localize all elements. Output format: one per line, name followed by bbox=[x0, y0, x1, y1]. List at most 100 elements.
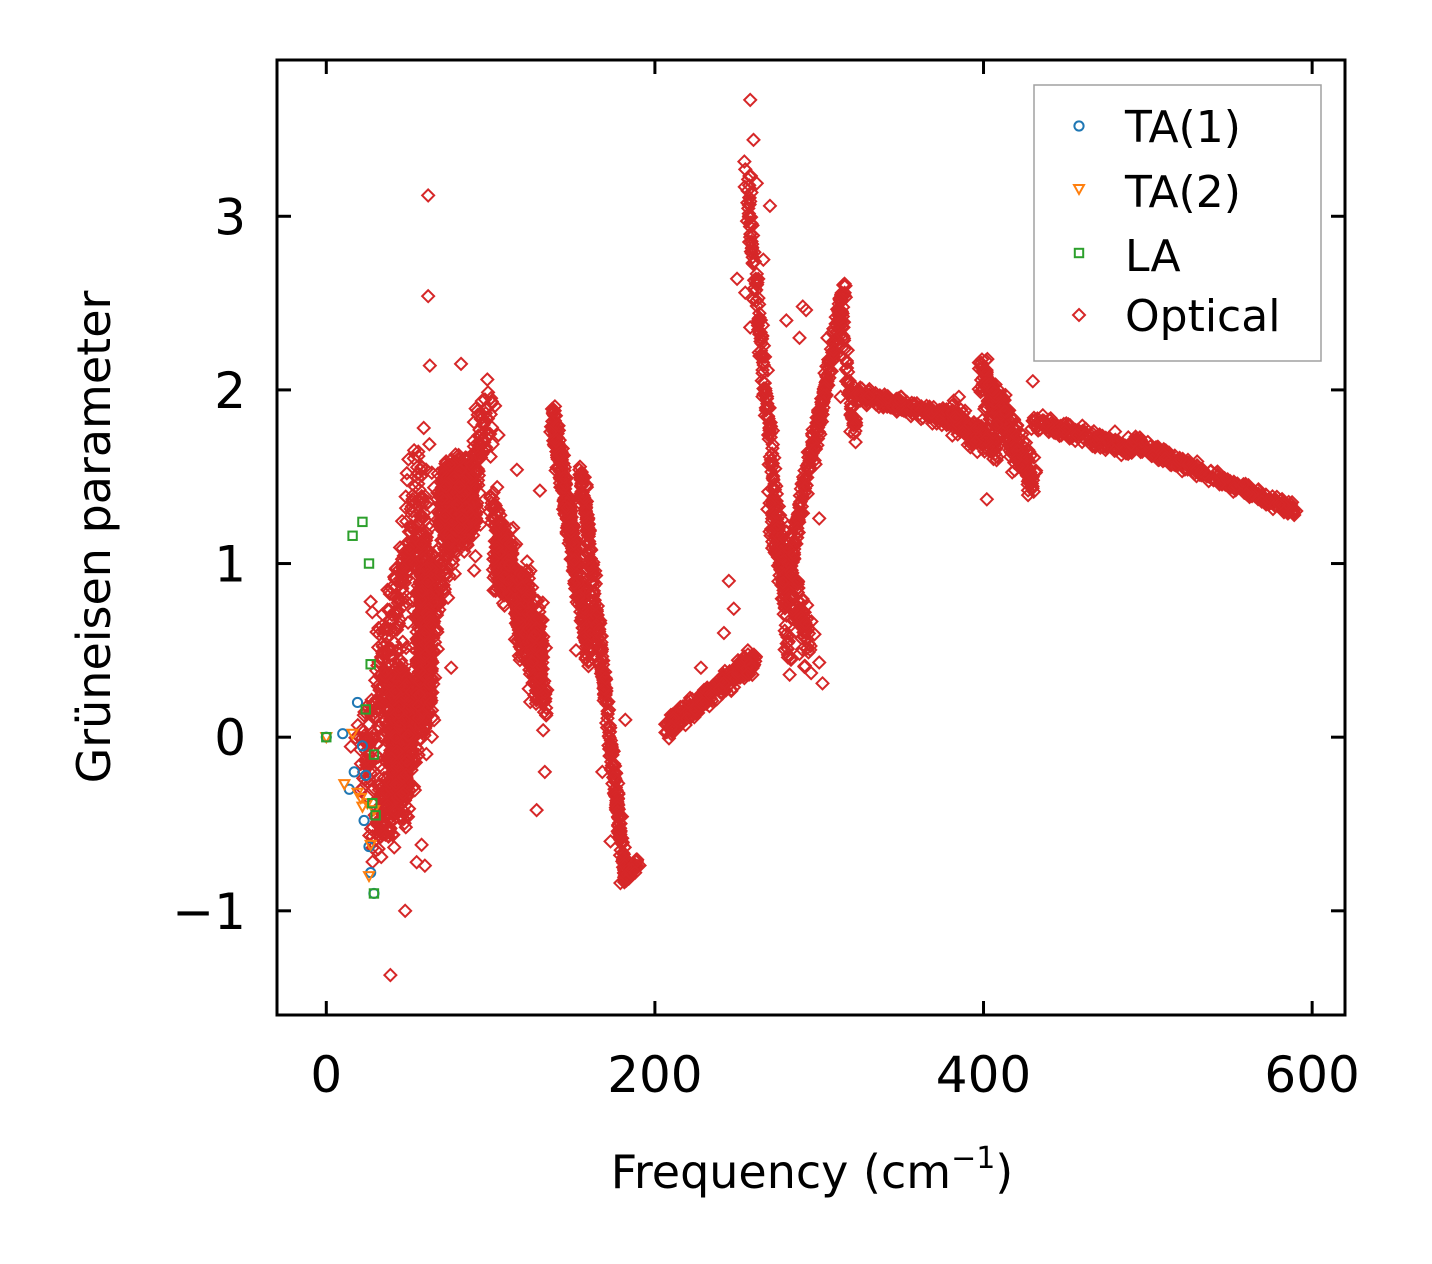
optical-point bbox=[795, 505, 811, 521]
optical-point bbox=[773, 544, 789, 560]
optical-point bbox=[611, 825, 626, 841]
optical-point bbox=[832, 292, 848, 308]
optical-point bbox=[702, 698, 717, 714]
optical-point bbox=[742, 193, 758, 209]
optical-point bbox=[749, 275, 765, 290]
optical-point bbox=[588, 608, 604, 623]
optical-point bbox=[1024, 421, 1039, 437]
optical-point bbox=[818, 380, 834, 396]
optical-point bbox=[807, 626, 822, 642]
optical-point bbox=[600, 710, 615, 726]
optical-point bbox=[1226, 480, 1242, 496]
optical-point bbox=[581, 653, 597, 668]
optical-point bbox=[790, 593, 806, 609]
optical-point bbox=[744, 240, 760, 255]
optical-point bbox=[414, 583, 430, 599]
optical-point bbox=[976, 401, 992, 417]
optical-point bbox=[388, 729, 404, 745]
optical-point bbox=[986, 451, 1001, 467]
optical-point bbox=[1276, 497, 1292, 513]
optical-point bbox=[473, 411, 489, 427]
optical-point bbox=[410, 444, 426, 460]
optical-point bbox=[387, 571, 403, 587]
optical-point bbox=[483, 515, 499, 531]
optical-point bbox=[411, 564, 427, 580]
optical-point bbox=[391, 615, 407, 631]
optical-point bbox=[765, 437, 781, 452]
optical-point bbox=[343, 739, 359, 755]
optical-point bbox=[736, 154, 752, 169]
optical-point bbox=[711, 681, 727, 697]
optical-point bbox=[758, 400, 774, 416]
optical-point bbox=[836, 314, 852, 330]
optical-point bbox=[412, 673, 428, 689]
optical-point bbox=[1006, 412, 1022, 428]
optical-point bbox=[1041, 417, 1056, 433]
optical-point bbox=[789, 525, 805, 541]
optical-point bbox=[605, 770, 621, 785]
optical-point bbox=[760, 400, 776, 415]
optical-point bbox=[381, 583, 397, 599]
optical-point bbox=[581, 555, 597, 571]
optical-point bbox=[819, 358, 834, 374]
optical-point bbox=[414, 488, 430, 504]
optical-point bbox=[420, 573, 436, 589]
optical-point bbox=[413, 731, 429, 747]
optical-point bbox=[996, 398, 1012, 414]
optical-point bbox=[969, 428, 984, 444]
optical-point bbox=[968, 421, 984, 436]
optical-point bbox=[612, 847, 628, 863]
optical-point bbox=[401, 801, 417, 817]
optical-point bbox=[567, 552, 583, 568]
optical-point bbox=[447, 566, 463, 582]
optical-point bbox=[482, 490, 498, 506]
optical-point bbox=[946, 420, 962, 436]
optical-point bbox=[1208, 465, 1224, 481]
optical-point bbox=[848, 434, 863, 450]
optical-point bbox=[386, 839, 402, 855]
optical-point bbox=[394, 570, 410, 586]
optical-point bbox=[437, 581, 453, 597]
optical-point bbox=[1026, 410, 1042, 426]
optical-point bbox=[803, 443, 819, 458]
optical-point bbox=[573, 613, 589, 629]
optical-point bbox=[838, 373, 854, 389]
optical-point bbox=[378, 712, 394, 728]
optical-point bbox=[723, 683, 739, 699]
optical-point bbox=[594, 628, 610, 644]
optical-point bbox=[834, 314, 850, 330]
optical-point bbox=[799, 640, 815, 656]
optical-point bbox=[576, 489, 592, 505]
optical-point bbox=[423, 695, 439, 711]
optical-point bbox=[422, 613, 438, 629]
optical-point bbox=[425, 676, 441, 692]
optical-point bbox=[1092, 427, 1107, 442]
optical-point bbox=[554, 447, 569, 463]
optical-point bbox=[477, 392, 493, 407]
optical-point bbox=[765, 468, 781, 484]
optical-point bbox=[759, 391, 775, 406]
optical-point bbox=[1009, 448, 1025, 464]
optical-point bbox=[687, 702, 703, 718]
optical-point bbox=[602, 720, 618, 736]
optical-point bbox=[989, 452, 1005, 468]
optical-point bbox=[924, 405, 940, 421]
optical-point bbox=[1040, 423, 1056, 439]
optical-point bbox=[598, 715, 614, 731]
optical-point bbox=[373, 849, 389, 865]
optical-point bbox=[485, 436, 500, 452]
optical-point bbox=[786, 541, 802, 557]
optical-point bbox=[410, 698, 426, 714]
optical-point bbox=[755, 389, 770, 405]
optical-point bbox=[413, 459, 429, 475]
optical-point bbox=[470, 428, 486, 444]
optical-point bbox=[360, 770, 376, 786]
optical-point bbox=[580, 536, 596, 552]
optical-point bbox=[845, 411, 861, 427]
optical-point bbox=[412, 592, 428, 608]
optical-point bbox=[382, 822, 397, 837]
optical-point bbox=[419, 606, 435, 622]
optical-point bbox=[390, 593, 406, 608]
optical-point bbox=[587, 596, 603, 612]
